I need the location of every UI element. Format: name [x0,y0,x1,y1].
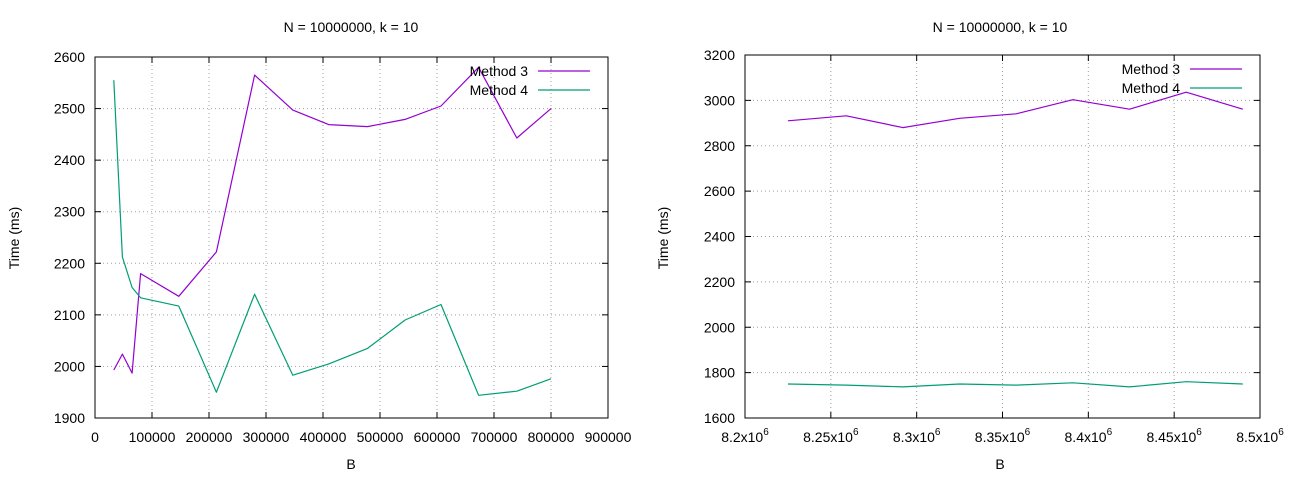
x-axis-label: B [995,456,1004,472]
y-tick-label: 2100 [54,307,85,323]
y-tick-label: 3200 [704,47,735,63]
x-axis-label: B [346,456,355,472]
x-tick-label: 800000 [528,429,575,445]
y-tick-label: 2400 [54,152,85,168]
x-tick-label: 700000 [471,429,518,445]
series-line [787,381,1243,388]
x-tick-label: 0 [91,429,99,445]
x-tick-label: 400000 [300,429,347,445]
y-tick-label: 2800 [704,138,735,154]
y-tick-label: 2500 [54,101,85,117]
plot-frame [94,56,609,419]
y-tick-label: 2600 [54,49,85,65]
x-tick-label: 900000 [585,429,632,445]
series-line [113,80,552,396]
y-tick-label: 2000 [704,319,735,335]
x-tick-label: 8.5x106 [1236,427,1284,445]
y-axis-label: Time (ms) [6,207,22,269]
legend-label: Method 3 [1122,61,1181,77]
chart-right: N = 10000000, k = 10 B Time (ms) 1600 180… [655,19,1284,472]
y-tick-label: 2200 [704,274,735,290]
x-tick-label: 200000 [186,429,233,445]
chart-title: N = 10000000, k = 10 [933,19,1068,35]
y-tick-label: 2400 [704,229,735,245]
legend-label: Method 4 [1122,80,1181,96]
x-tick-label: 500000 [357,429,404,445]
y-tick-label: 2600 [704,183,735,199]
x-tick-label: 8.25x106 [803,427,859,445]
y-tick-label: 3000 [704,92,735,108]
x-tick-label: 8.2x106 [721,427,769,445]
y-tick-label: 1600 [704,410,735,426]
x-tick-label: 100000 [129,429,176,445]
y-tick-label: 2000 [54,358,85,374]
chart-title: N = 10000000, k = 10 [284,19,419,35]
y-tick-label: 1800 [704,365,735,381]
x-tick-label: 8.3x106 [893,427,941,445]
y-tick-label: 2200 [54,255,85,271]
series-line [113,66,552,374]
legend-label: Method 3 [470,63,529,79]
y-axis-label: Time (ms) [655,207,671,269]
x-tick-label: 8.45x106 [1146,427,1202,445]
y-tick-label: 2300 [54,204,85,220]
legend-label: Method 4 [470,82,529,98]
x-tick-label: 300000 [243,429,290,445]
x-tick-label: 600000 [414,429,461,445]
x-tick-label: 8.4x106 [1065,427,1113,445]
chart-left: N = 10000000, k = 10 B Time (ms) 1900 200… [6,19,632,472]
series-line [787,91,1243,129]
y-tick-label: 1900 [54,410,85,426]
x-tick-label: 8.35x106 [975,427,1031,445]
